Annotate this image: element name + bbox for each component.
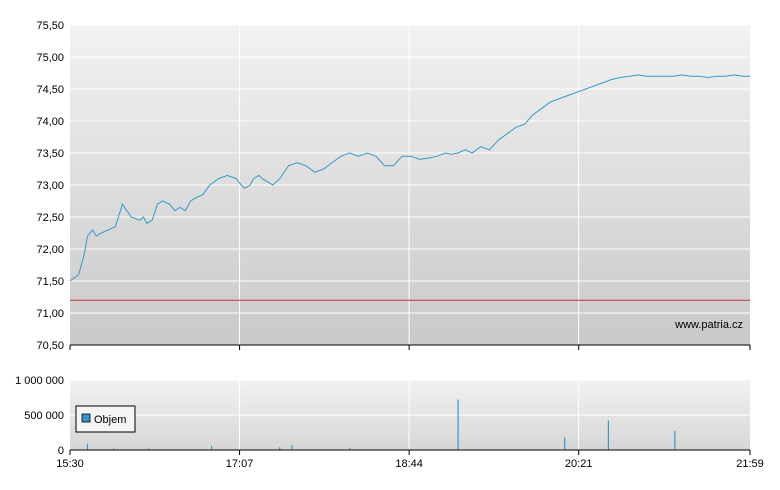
price-y-tick-label: 75,50 <box>36 20 64 32</box>
x-tick-label: 20:21 <box>565 458 593 470</box>
volume-grid <box>70 379 750 450</box>
price-grid <box>70 24 750 345</box>
price-y-tick-label: 73,00 <box>36 180 64 192</box>
volume-y-tick-label: 500 000 <box>24 410 64 422</box>
volume-y-axis: 1 000 000 500 000 0 <box>15 375 64 457</box>
price-y-axis: 75,50 75,00 74,50 74,00 73,50 73,00 72,50 72,00… <box>36 20 64 352</box>
price-chart: 75,50 75,00 74,50 74,00 73,50 73,00 72,50 72,00… <box>36 20 751 352</box>
volume-y-tick-label: 0 <box>58 445 64 457</box>
price-y-tick-label: 70,50 <box>36 340 64 352</box>
volume-x-axis-ticks: 15:30 17:07 18:44 20:21 21:59 <box>56 450 764 470</box>
volume-legend: Objem <box>75 405 136 433</box>
price-y-tick-label: 75,00 <box>36 52 64 64</box>
volume-y-tick-label: 1 000 000 <box>15 375 64 387</box>
legend-label: Objem <box>94 414 126 426</box>
price-y-tick-label: 72,50 <box>36 212 64 224</box>
volume-chart: 1 000 000 500 000 0 15:30 17:07 18:44 20:21 21… <box>15 375 764 470</box>
x-tick-label: 21:59 <box>736 458 764 470</box>
legend-swatch <box>81 413 91 423</box>
price-y-tick-label: 72,00 <box>36 244 64 256</box>
price-y-tick-label: 74,00 <box>36 116 64 128</box>
volume-bars <box>86 399 676 450</box>
price-series-line <box>69 74 750 282</box>
price-y-tick-label: 73,50 <box>36 148 64 160</box>
price-y-tick-label: 74,50 <box>36 84 64 96</box>
x-tick-label: 15:30 <box>56 458 84 470</box>
watermark: www.patria.cz <box>674 319 743 331</box>
price-y-tick-label: 71,00 <box>36 308 64 320</box>
price-y-tick-label: 71,50 <box>36 276 64 288</box>
x-tick-label: 17:07 <box>226 458 254 470</box>
x-tick-label: 18:44 <box>395 458 423 470</box>
price-x-ticks <box>69 345 751 350</box>
